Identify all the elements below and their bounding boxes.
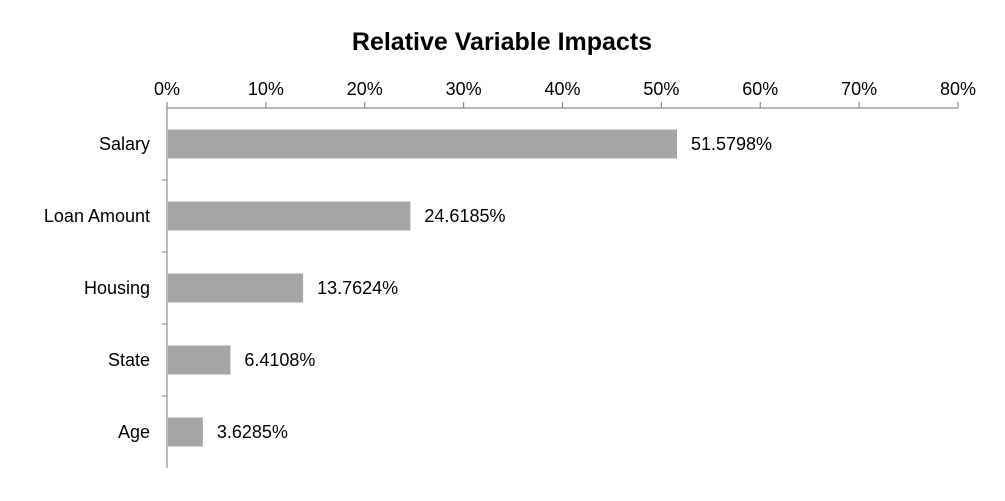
y-axis: Salary Loan Amount Housing State Age — [44, 108, 168, 468]
bar-value-label: 51.5798% — [691, 134, 772, 154]
x-tick-label: 0% — [154, 79, 180, 99]
bar-value-label: 6.4108% — [244, 350, 315, 370]
x-tick-label: 60% — [742, 79, 778, 99]
bar — [168, 129, 677, 159]
chart-title: Relative Variable Impacts — [352, 28, 652, 56]
bar — [168, 345, 231, 375]
x-tick-label: 20% — [347, 79, 383, 99]
x-tick-label: 50% — [643, 79, 679, 99]
bar-value-label: 13.7624% — [317, 278, 398, 298]
category-label: Age — [118, 422, 150, 442]
bar — [168, 417, 203, 447]
x-tick-label: 40% — [544, 79, 580, 99]
x-tick-label: 70% — [841, 79, 877, 99]
bar — [168, 273, 304, 303]
x-tick-label: 30% — [446, 79, 482, 99]
bar — [168, 201, 411, 231]
category-label: Salary — [99, 134, 150, 154]
bar-value-label: 3.6285% — [217, 422, 288, 442]
x-tick-label: 80% — [940, 79, 976, 99]
x-axis: 0% 10% 20% 30% 40% 50% 60% 70% 80% — [154, 79, 976, 109]
bars: 51.5798% 24.6185% 13.7624% 6.4108% 3.6285% — [168, 129, 772, 447]
category-label: Loan Amount — [44, 206, 150, 226]
category-label: State — [108, 350, 150, 370]
x-tick-label: 10% — [248, 79, 284, 99]
bar-value-label: 24.6185% — [424, 206, 505, 226]
category-label: Housing — [84, 278, 150, 298]
